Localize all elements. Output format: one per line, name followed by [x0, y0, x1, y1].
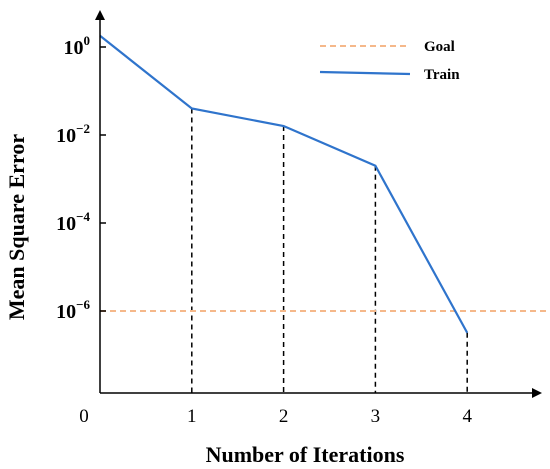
- x-tick-label: 1: [187, 406, 197, 427]
- series-train: [99, 34, 469, 334]
- y-axis-arrow: [95, 10, 105, 20]
- y-tick-label: 100: [64, 33, 91, 59]
- y-tick-label: 10−4: [56, 209, 90, 235]
- x-axis-label: Number of Iterations: [206, 442, 405, 467]
- legend-goal-label: Goal: [424, 39, 455, 55]
- y-tick-label: 10−6: [56, 297, 90, 323]
- y-axis-label: Mean Square Error: [4, 134, 29, 320]
- legend: Goal Train: [319, 39, 460, 83]
- y-tick-label: 10−2: [56, 121, 90, 147]
- axes: [95, 10, 542, 398]
- x-tick-label: 4: [462, 406, 472, 427]
- x-tick-label: 2: [279, 406, 289, 427]
- y-ticks: 100 10−2 10−4 10−6: [56, 33, 106, 323]
- x-axis-arrow: [532, 388, 542, 398]
- legend-train-label: Train: [424, 67, 460, 83]
- drop-lines: [191, 108, 468, 393]
- x-tick-label: 0: [79, 406, 89, 427]
- train-line: [99, 34, 469, 334]
- x-tick-label: 3: [371, 406, 381, 427]
- legend-train-swatch: [319, 70, 411, 76]
- x-ticks: 0 1 2 3 4: [79, 406, 472, 427]
